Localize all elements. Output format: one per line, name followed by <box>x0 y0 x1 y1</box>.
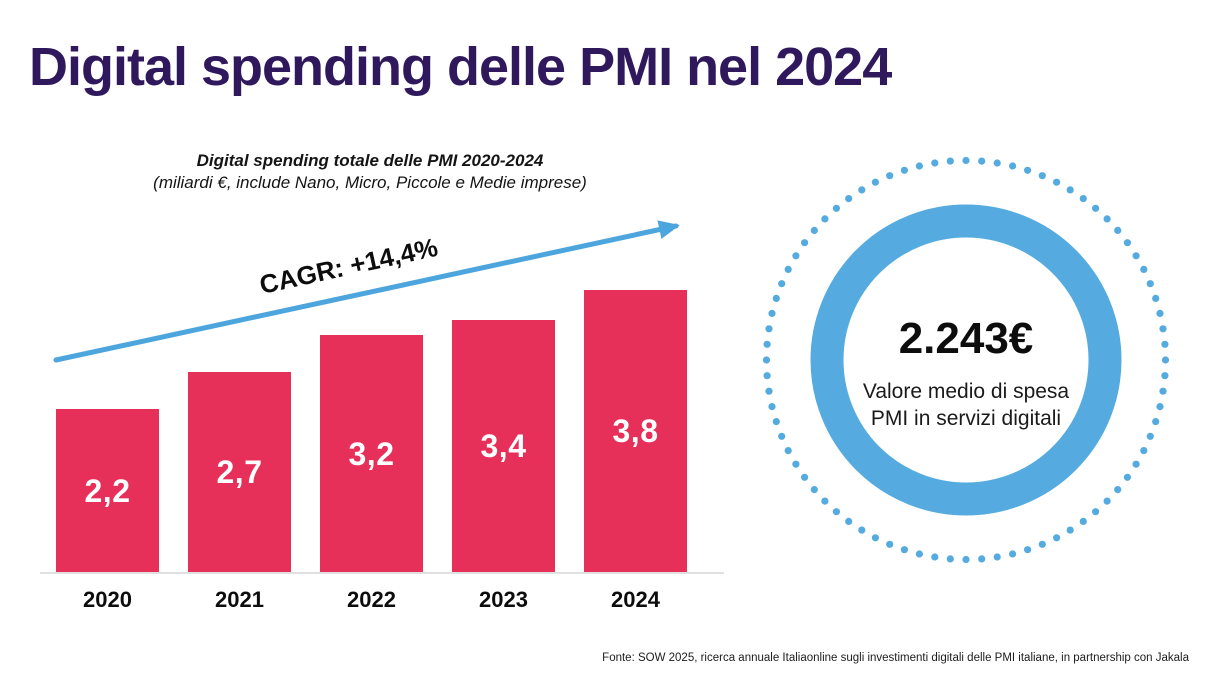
badge-caption-line2: PMI in servizi digitali <box>870 407 1062 430</box>
x-axis-labels: 2020 2021 2022 2023 2024 <box>56 587 687 613</box>
bar-chart: 2,2 2,7 3,2 3,4 3,8 <box>56 283 687 573</box>
page-title: Digital spending delle PMI nel 2024 <box>29 37 892 97</box>
x-axis-label: 2022 <box>347 587 396 612</box>
bar-value-label: 2,2 <box>84 472 131 509</box>
trend-arrow-icon <box>53 220 680 363</box>
chart-subtitle-line1: Digital spending totale delle PMI 2020-2… <box>196 151 544 170</box>
x-axis-label: 2021 <box>215 587 264 612</box>
x-axis-label: 2024 <box>611 587 660 612</box>
bar-value-label: 3,8 <box>612 413 659 449</box>
average-spend-badge: 2.243€ Valore medio di spesa PMI in serv… <box>763 157 1169 563</box>
dotted-ring-icon <box>763 157 1169 563</box>
bar-value-label: 3,2 <box>348 435 395 472</box>
chart-subtitle-line2: (miliardi €, include Nano, Micro, Piccol… <box>153 173 587 192</box>
badge-value: 2.243€ <box>898 314 1034 363</box>
bar: 2,7 <box>188 372 291 573</box>
bar: 3,8 <box>584 290 687 573</box>
badge-caption: Valore medio di spesa PMI in servizi dig… <box>863 378 1069 432</box>
chart-subtitle: Digital spending totale delle PMI 2020-2… <box>140 150 600 194</box>
badge-caption-line1: Valore medio di spesa <box>862 380 1070 403</box>
x-axis-label: 2023 <box>479 587 528 612</box>
badge-text: 2.243€ Valore medio di spesa PMI in serv… <box>763 157 1169 563</box>
bar-value-label: 3,4 <box>480 428 527 464</box>
chart-baseline <box>40 572 724 574</box>
bar: 3,2 <box>320 335 423 573</box>
bar: 2,2 <box>56 409 159 573</box>
x-axis-label: 2020 <box>83 587 132 612</box>
source-note: Fonte: SOW 2025, ricerca annuale Italiao… <box>602 652 1189 664</box>
bar: 3,4 <box>452 320 555 573</box>
bar-value-label: 2,7 <box>216 454 263 490</box>
